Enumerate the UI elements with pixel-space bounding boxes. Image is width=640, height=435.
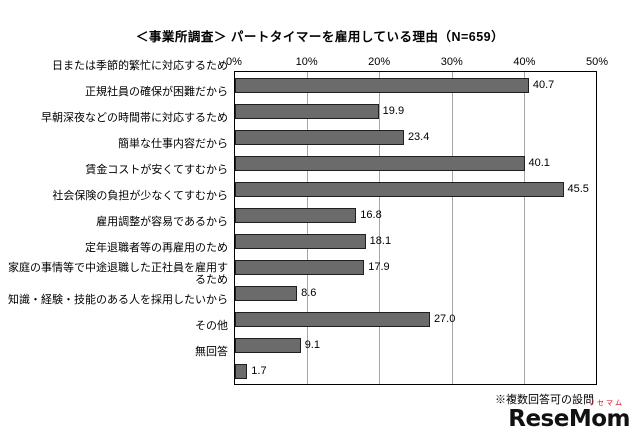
category-label: 簡単な仕事内容だから: [118, 138, 228, 150]
x-axis-ticks: 0% 10% 20% 30% 40% 50%: [226, 53, 608, 71]
category-label: 家庭の事情等で中途退職した正社員を雇用するため: [8, 262, 228, 286]
gridline: [379, 72, 381, 384]
bar-row: 23.4: [235, 124, 596, 150]
value-label: 19.9: [382, 105, 405, 117]
x-tick-label: 10%: [295, 56, 318, 68]
gridline: [307, 72, 309, 384]
category-label: 賃金コストが安くてすむから: [85, 164, 228, 176]
chart-title: ＜事業所調査＞ パートタイマーを雇用している理由（N=659）: [135, 30, 505, 44]
category-label: 定年退職者等の再雇用のため: [85, 242, 228, 254]
value-label: 16.8: [360, 209, 382, 221]
category-label: 無回答: [195, 346, 228, 358]
value-label: 40.1: [528, 157, 550, 169]
bar-row: 19.9: [235, 98, 596, 124]
resemom-logo: リセマム ReseMom: [508, 400, 630, 431]
value-label: 40.7: [532, 79, 555, 91]
plot-rows: 40.7 19.9 23.4 40.1 45.5 16.8 18.1 17.9 8.6 27.0 9…: [235, 72, 596, 384]
value-label: 45.5: [567, 183, 589, 195]
bar-row: 27.0: [235, 306, 596, 332]
category-label: 早朝深夜などの時間帯に対応するため: [41, 112, 228, 124]
category-label: 正規社員の確保が困難だから: [85, 86, 228, 98]
category-label: 知識・経験・技能のある人を採用したいから: [8, 294, 228, 306]
category-label: その他: [195, 320, 228, 332]
bar: [235, 259, 365, 275]
bar: [235, 207, 357, 223]
bar: [235, 285, 298, 301]
x-tick-label: 40%: [513, 56, 536, 68]
bar-row: 8.6: [235, 280, 596, 306]
category-label: 社会保険の負担が少なくてすむから: [52, 190, 228, 202]
x-tick-label: 20%: [368, 56, 391, 68]
bar-chart: 日または季節的繁忙に対応するため正規社員の確保が困難だから早朝深夜などの時間帯に…: [0, 53, 640, 385]
x-tick-label: 50%: [585, 56, 609, 68]
bar-row: 45.5: [235, 176, 596, 202]
plot-column: 0% 10% 20% 30% 40% 50% 40.7 19.9 23.4 40.1 45.5 16…: [226, 53, 608, 385]
footnote: ※複数回答可の設問: [495, 394, 594, 406]
value-label: 27.0: [433, 313, 456, 325]
category-label: 日または季節的繁忙に対応するため: [52, 60, 228, 72]
bar: [235, 77, 529, 93]
bar-row: 40.1: [235, 150, 596, 176]
bar: [235, 311, 430, 327]
logo-text: ReseMom: [508, 406, 630, 432]
bar-row: 17.9: [235, 254, 596, 280]
bar: [235, 363, 248, 379]
bar-row: 9.1: [235, 332, 596, 358]
category-label: 雇用調整が容易であるから: [96, 216, 228, 228]
value-label: 9.1: [304, 339, 320, 351]
value-label: 17.9: [368, 261, 390, 273]
bar: [235, 181, 564, 197]
bar: [235, 155, 525, 171]
x-tick-label: 30%: [440, 56, 463, 68]
bar: [235, 103, 379, 119]
value-label: 1.7: [251, 365, 267, 377]
bar-row: 18.1: [235, 228, 596, 254]
bar-row: 40.7: [235, 72, 596, 98]
gridline: [451, 72, 453, 384]
bar-row: 1.7: [235, 358, 596, 384]
plot-area: 40.7 19.9 23.4 40.1 45.5 16.8 18.1 17.9 8.6 27.0 9…: [234, 71, 597, 385]
bar: [235, 233, 366, 249]
bar: [235, 129, 404, 145]
value-label: 23.4: [407, 131, 430, 143]
x-tick-label: 0%: [226, 56, 242, 68]
value-label: 18.1: [369, 235, 392, 247]
logo-ruby-text: リセマム: [588, 400, 624, 407]
gridline: [523, 72, 525, 384]
category-labels: 日または季節的繁忙に対応するため正規社員の確保が困難だから早朝深夜などの時間帯に…: [6, 53, 234, 385]
value-label: 8.6: [301, 287, 317, 299]
bar: [235, 337, 301, 353]
bar-row: 16.8: [235, 202, 596, 228]
